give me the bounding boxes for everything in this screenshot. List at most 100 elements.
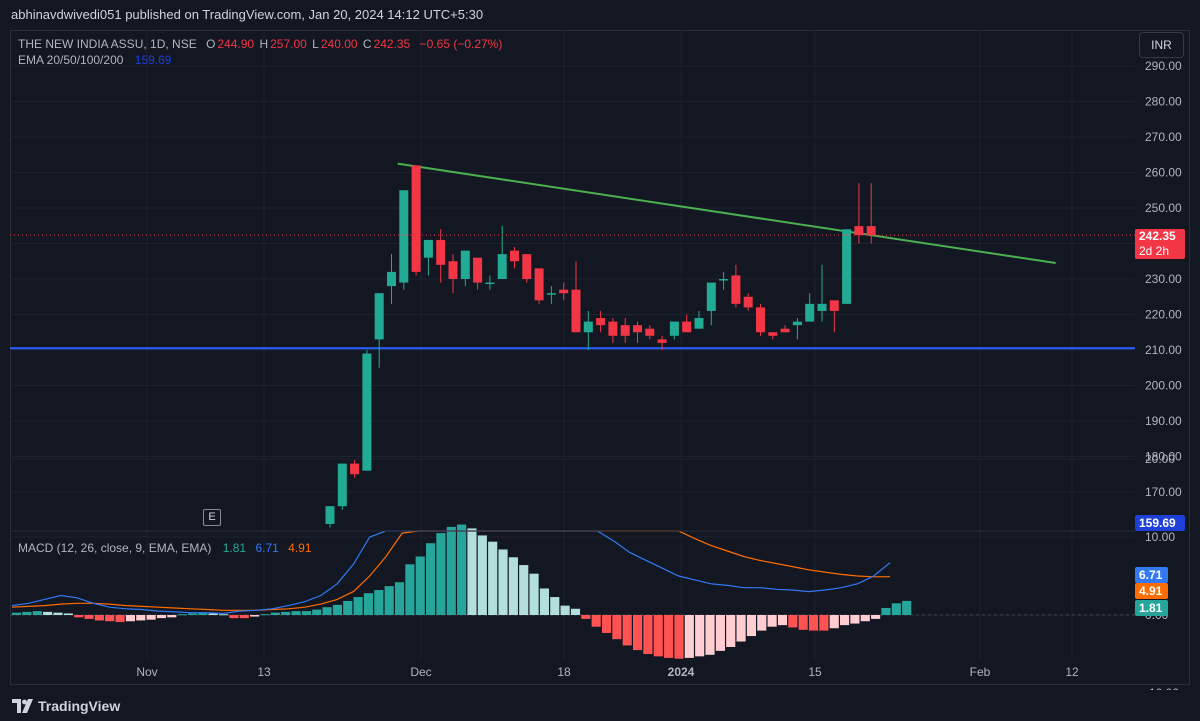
macd-hist-bar xyxy=(529,573,539,615)
time-tick-label: Dec xyxy=(410,665,431,679)
price-tick-label: 230.00 xyxy=(1145,272,1182,286)
macd-hist-bar xyxy=(426,543,436,615)
macd-hist-bar xyxy=(187,613,198,615)
grid-lines xyxy=(10,30,1135,660)
macd-hist-bar xyxy=(156,615,167,619)
candle-body xyxy=(448,261,458,279)
candle-body xyxy=(559,289,569,294)
macd-hist-bar xyxy=(570,608,581,615)
macd-hist-bar xyxy=(125,615,135,622)
macd-hist-bar xyxy=(332,604,342,615)
candle-body xyxy=(350,463,360,475)
macd-hist-bar xyxy=(301,611,311,615)
time-tick-label: Nov xyxy=(136,665,157,679)
macd-hist-bar xyxy=(353,597,363,615)
macd-hist-bar xyxy=(612,615,622,640)
price-tick-label: 280.00 xyxy=(1145,95,1182,109)
trendline-segment xyxy=(397,162,1056,265)
macd-hist-bar xyxy=(736,615,746,642)
macd-hist-bar xyxy=(281,611,291,615)
macd-hist-bar xyxy=(136,615,146,621)
macd-hist-bar xyxy=(63,613,73,615)
price-tick-label: 200.00 xyxy=(1145,379,1182,393)
macd-hist-bar xyxy=(53,612,63,615)
macd-hist-bar xyxy=(891,603,901,615)
ema-label: EMA 20/50/100/200 xyxy=(18,53,124,67)
macd-legend[interactable]: MACD (12, 26, close, 9, EMA, EMA) 1.81 6… xyxy=(18,541,314,555)
macd-hist-bar xyxy=(394,582,405,615)
candle-body xyxy=(792,321,802,326)
candle-body xyxy=(522,254,532,279)
ema-legend[interactable]: EMA 20/50/100/200 159.69 xyxy=(18,53,173,67)
candle-body xyxy=(805,303,815,322)
tradingview-logo[interactable]: TradingView xyxy=(12,698,120,714)
currency-button[interactable]: INR xyxy=(1139,32,1184,58)
candle-body xyxy=(829,300,839,311)
candle-body xyxy=(387,271,396,287)
macd-hist-bar xyxy=(539,588,549,615)
macd-hist-bar xyxy=(363,593,374,615)
price-tick-label: 210.00 xyxy=(1145,343,1182,357)
candle-body xyxy=(719,279,729,281)
macd-hist-bar xyxy=(43,611,53,615)
macd-hist-bar xyxy=(239,615,249,619)
last-price-tag: 242.35 2d 2h xyxy=(1135,229,1185,259)
candle-body xyxy=(436,239,446,265)
macd-hist-bar xyxy=(250,615,260,617)
candle-body xyxy=(620,325,630,336)
macd-hist-bar xyxy=(550,597,560,615)
macd-hist-bar xyxy=(415,556,425,615)
candle-body xyxy=(399,190,409,283)
macd-hist-bar xyxy=(767,615,777,627)
candle-body xyxy=(374,293,384,340)
ema-tag: 159.69 xyxy=(1135,515,1185,531)
time-tick-label: Feb xyxy=(970,665,991,679)
macd-hist-bar xyxy=(384,586,394,615)
macd-hist-bar xyxy=(22,611,32,615)
candle-body xyxy=(780,328,790,333)
chart-canvas[interactable]: 290.00 280.00 270.00 260.00 250.00 240.00 230.… xyxy=(0,0,1200,690)
footer: TradingView xyxy=(0,690,1200,721)
macd-hist-bar xyxy=(260,614,270,616)
price-tick-label: 170.00 xyxy=(1145,485,1182,499)
macd-histogram xyxy=(12,524,912,659)
chart-frame xyxy=(10,30,1190,685)
macd-hist-bar xyxy=(177,614,187,616)
change-value: −0.65 (−0.27%) xyxy=(419,37,503,51)
time-tick-label: 12 xyxy=(1065,665,1079,679)
macd-hist-bar xyxy=(115,615,125,623)
macd-hist-bar xyxy=(633,615,643,651)
high-value: 257.00 xyxy=(270,37,307,51)
macd-tick-label: -10.00 xyxy=(1145,686,1179,690)
candle-body xyxy=(473,257,483,283)
tradingview-brand: TradingView xyxy=(38,698,121,714)
candle-body xyxy=(731,275,741,304)
candle-body xyxy=(854,226,864,236)
macd-hist-bar xyxy=(798,615,808,630)
low-label: L xyxy=(312,37,319,51)
candle-body xyxy=(743,296,753,308)
low-value: 240.00 xyxy=(320,37,358,51)
candle-body xyxy=(571,289,581,333)
macd-hist-bar xyxy=(457,524,467,615)
macd-hist-bar xyxy=(343,600,353,615)
macd-hist-bar xyxy=(850,615,860,624)
macd-hist-bar xyxy=(684,615,694,658)
candle-body xyxy=(546,293,556,295)
events-button[interactable]: E xyxy=(203,509,221,526)
candlesticks xyxy=(325,165,876,528)
macd-hist-bar xyxy=(270,612,280,615)
macd-hist-bar xyxy=(653,615,663,657)
macd-hist-bar xyxy=(591,615,601,627)
macd-hist-bar xyxy=(519,565,529,615)
tradingview-logo-icon xyxy=(12,699,33,713)
macd-hist-bar xyxy=(508,557,518,615)
candle-body xyxy=(669,321,679,336)
macd-hist-bar xyxy=(581,615,591,619)
macd-hist-bar xyxy=(643,615,653,654)
macd-hist-bar xyxy=(902,600,912,615)
countdown-value: 2d 2h xyxy=(1139,244,1170,258)
ohlc-legend: THE NEW INDIA ASSU, 1D, NSE O 244.90 H 257… xyxy=(18,37,504,51)
macd-hist-bar xyxy=(198,612,208,615)
candle-body xyxy=(706,282,716,311)
